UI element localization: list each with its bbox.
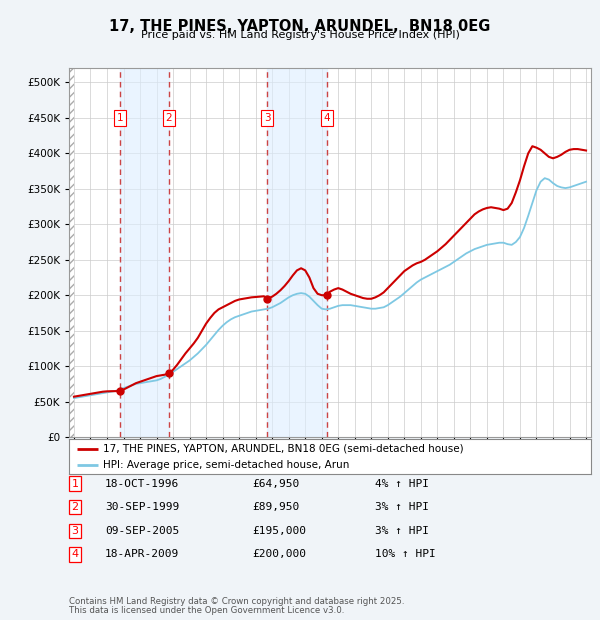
Text: 30-SEP-1999: 30-SEP-1999 <box>105 502 179 512</box>
Bar <box>120 68 169 437</box>
Text: 1: 1 <box>71 479 79 489</box>
Text: £89,950: £89,950 <box>252 502 299 512</box>
Bar <box>69 68 74 437</box>
Text: 18-OCT-1996: 18-OCT-1996 <box>105 479 179 489</box>
Text: 4% ↑ HPI: 4% ↑ HPI <box>375 479 429 489</box>
Text: This data is licensed under the Open Government Licence v3.0.: This data is licensed under the Open Gov… <box>69 606 344 615</box>
Text: 10% ↑ HPI: 10% ↑ HPI <box>375 549 436 559</box>
Text: 4: 4 <box>323 113 330 123</box>
Text: 18-APR-2009: 18-APR-2009 <box>105 549 179 559</box>
Bar <box>267 68 326 437</box>
Text: 09-SEP-2005: 09-SEP-2005 <box>105 526 179 536</box>
Text: 3% ↑ HPI: 3% ↑ HPI <box>375 526 429 536</box>
Text: 3: 3 <box>71 526 79 536</box>
Text: 3% ↑ HPI: 3% ↑ HPI <box>375 502 429 512</box>
Text: 17, THE PINES, YAPTON, ARUNDEL,  BN18 0EG: 17, THE PINES, YAPTON, ARUNDEL, BN18 0EG <box>109 19 491 33</box>
Text: Price paid vs. HM Land Registry's House Price Index (HPI): Price paid vs. HM Land Registry's House … <box>140 30 460 40</box>
Text: £195,000: £195,000 <box>252 526 306 536</box>
Text: 1: 1 <box>117 113 124 123</box>
Text: £200,000: £200,000 <box>252 549 306 559</box>
Text: 2: 2 <box>71 502 79 512</box>
Text: HPI: Average price, semi-detached house, Arun: HPI: Average price, semi-detached house,… <box>103 461 349 471</box>
Text: 4: 4 <box>71 549 79 559</box>
Text: 17, THE PINES, YAPTON, ARUNDEL, BN18 0EG (semi-detached house): 17, THE PINES, YAPTON, ARUNDEL, BN18 0EG… <box>103 444 464 454</box>
Text: 3: 3 <box>264 113 271 123</box>
Text: Contains HM Land Registry data © Crown copyright and database right 2025.: Contains HM Land Registry data © Crown c… <box>69 597 404 606</box>
Text: 2: 2 <box>166 113 172 123</box>
Text: £64,950: £64,950 <box>252 479 299 489</box>
